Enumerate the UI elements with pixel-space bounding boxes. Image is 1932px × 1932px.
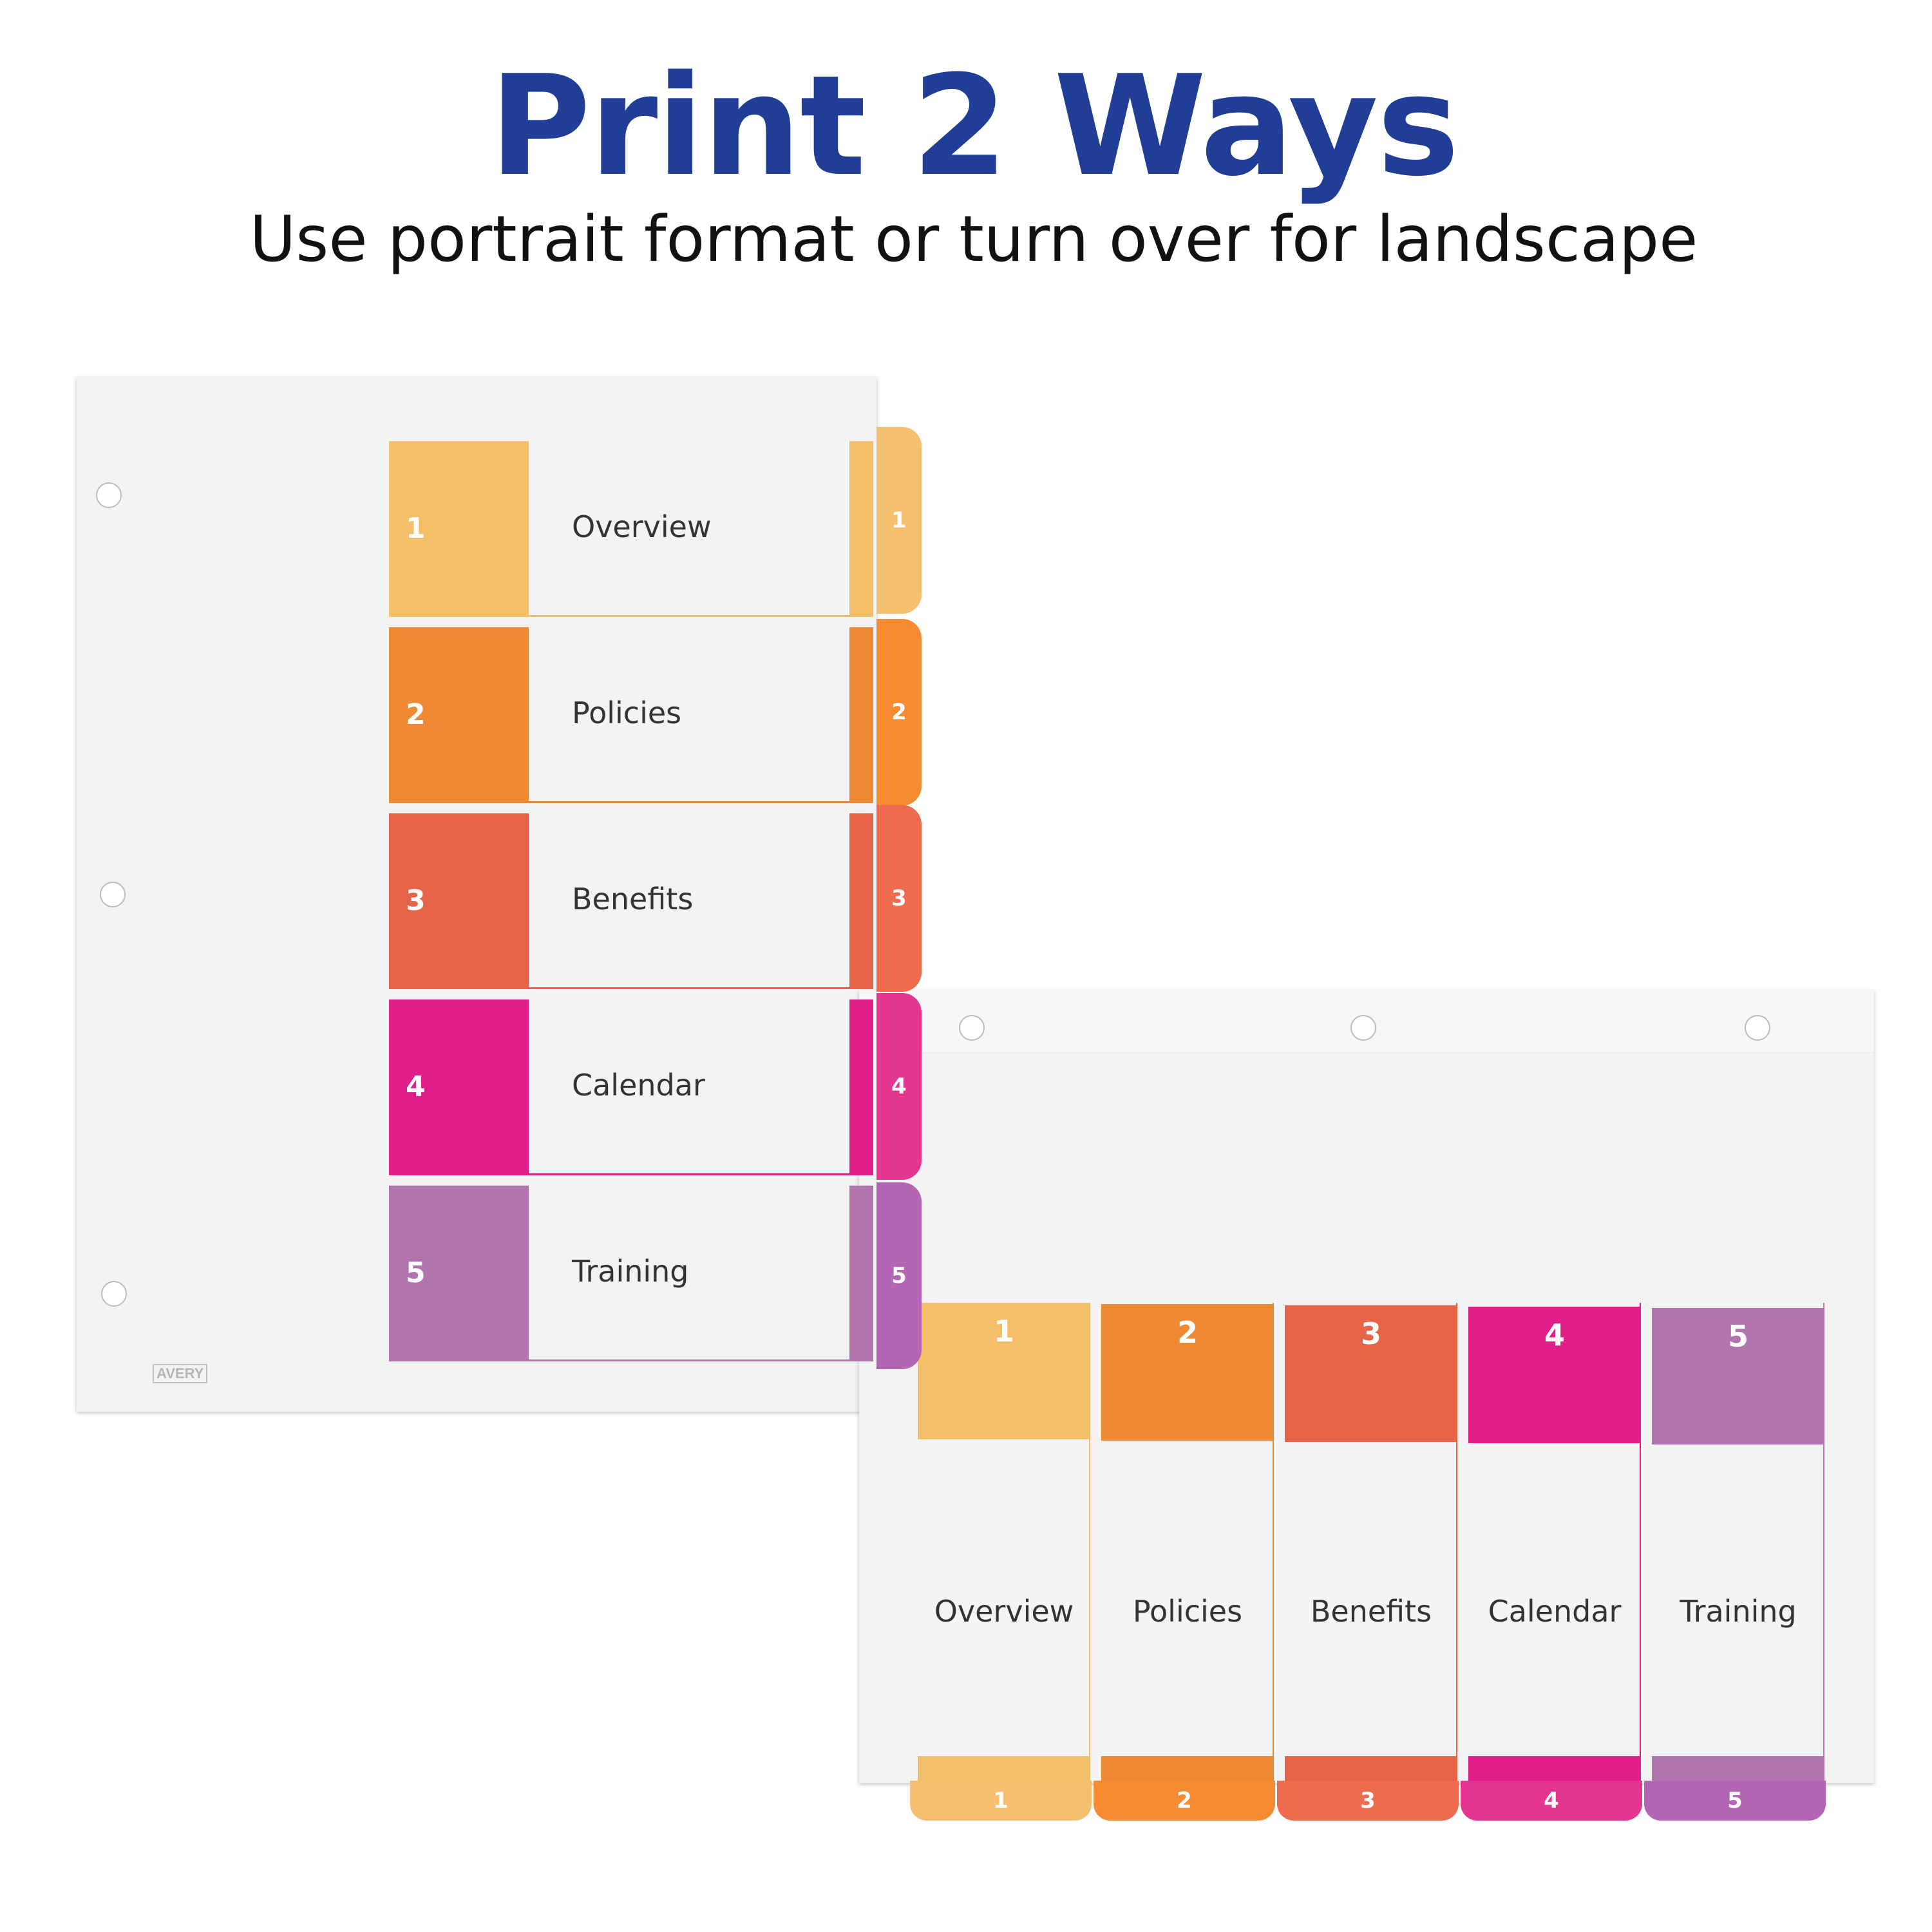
landscape-bottom-tab[interactable]: 3 (1277, 1781, 1459, 1821)
landscape-section-number: 1 (993, 1314, 1014, 1349)
portrait-section-label: Calendar (572, 1068, 705, 1103)
landscape-bottom-tab[interactable]: 2 (1094, 1781, 1275, 1821)
landscape-section-number: 4 (1544, 1318, 1565, 1352)
portrait-side-tab[interactable]: 2 (876, 619, 922, 806)
portrait-section-number: 1 (406, 512, 426, 545)
landscape-bottom-tab[interactable]: 4 (1461, 1781, 1642, 1821)
portrait-side-tab[interactable]: 4 (876, 993, 922, 1180)
punch-hole (1350, 1015, 1376, 1041)
tab-number: 1 (993, 1788, 1009, 1814)
landscape-section-label: Benefits (1310, 1594, 1432, 1629)
portrait-section-label: Overview (572, 509, 712, 544)
tab-number: 4 (1544, 1788, 1559, 1814)
tab-number: 4 (891, 1074, 907, 1099)
portrait-color-block (389, 999, 529, 1173)
portrait-edge-strip (849, 1186, 873, 1359)
tab-number: 2 (1177, 1788, 1192, 1814)
portrait-edge-strip (849, 627, 873, 801)
punch-hole (96, 482, 122, 508)
portrait-section-label: Training (572, 1254, 689, 1289)
portrait-color-block (389, 441, 529, 615)
portrait-color-block (389, 813, 529, 987)
landscape-edge-strip (1101, 1756, 1274, 1782)
portrait-section-number: 2 (406, 698, 426, 731)
tab-number: 3 (891, 886, 907, 911)
punch-hole (959, 1015, 985, 1041)
tab-number: 1 (891, 507, 907, 533)
punch-hole (100, 882, 126, 907)
portrait-color-block (389, 627, 529, 801)
landscape-section-number: 5 (1727, 1319, 1748, 1354)
page-title: Print 2 Ways (489, 45, 1460, 207)
landscape-color-block (1101, 1304, 1274, 1441)
landscape-edge-strip (1652, 1756, 1824, 1782)
tab-number: 5 (1727, 1788, 1743, 1814)
landscape-bottom-tab[interactable]: 1 (910, 1781, 1092, 1821)
punch-hole (1745, 1015, 1770, 1041)
landscape-color-block (918, 1303, 1090, 1439)
punch-hole (101, 1281, 127, 1307)
landscape-section-label: Training (1680, 1594, 1797, 1629)
portrait-side-tab[interactable]: 3 (876, 805, 922, 992)
landscape-bottom-tab[interactable]: 5 (1644, 1781, 1826, 1821)
landscape-section-label: Calendar (1488, 1594, 1622, 1629)
tab-number: 3 (1360, 1788, 1376, 1814)
landscape-color-block (1652, 1308, 1824, 1444)
landscape-color-block (1285, 1305, 1457, 1442)
landscape-section-number: 2 (1177, 1315, 1198, 1350)
portrait-section-label: Policies (572, 696, 682, 730)
landscape-edge-strip (1285, 1756, 1457, 1782)
portrait-color-block (389, 1186, 529, 1359)
portrait-section-label: Benefits (572, 882, 694, 916)
landscape-section-number: 3 (1360, 1316, 1381, 1351)
tab-number: 5 (891, 1263, 907, 1289)
landscape-edge-strip (918, 1756, 1090, 1782)
page-subtitle: Use portrait format or turn over for lan… (249, 203, 1698, 276)
landscape-section-label: Policies (1132, 1594, 1243, 1629)
avery-logo: AVERY (153, 1364, 208, 1383)
portrait-section-number: 3 (406, 884, 426, 917)
portrait-edge-strip (849, 813, 873, 987)
portrait-section-number: 5 (406, 1256, 426, 1289)
landscape-section-label: Overview (934, 1594, 1074, 1629)
tab-number: 2 (891, 699, 907, 725)
landscape-color-block (1468, 1307, 1641, 1443)
portrait-edge-strip (849, 999, 873, 1173)
portrait-side-tab[interactable]: 5 (876, 1182, 922, 1369)
portrait-edge-strip (849, 441, 873, 615)
landscape-edge-strip (1468, 1756, 1641, 1782)
portrait-side-tab[interactable]: 1 (876, 427, 922, 614)
portrait-section-number: 4 (406, 1070, 426, 1103)
